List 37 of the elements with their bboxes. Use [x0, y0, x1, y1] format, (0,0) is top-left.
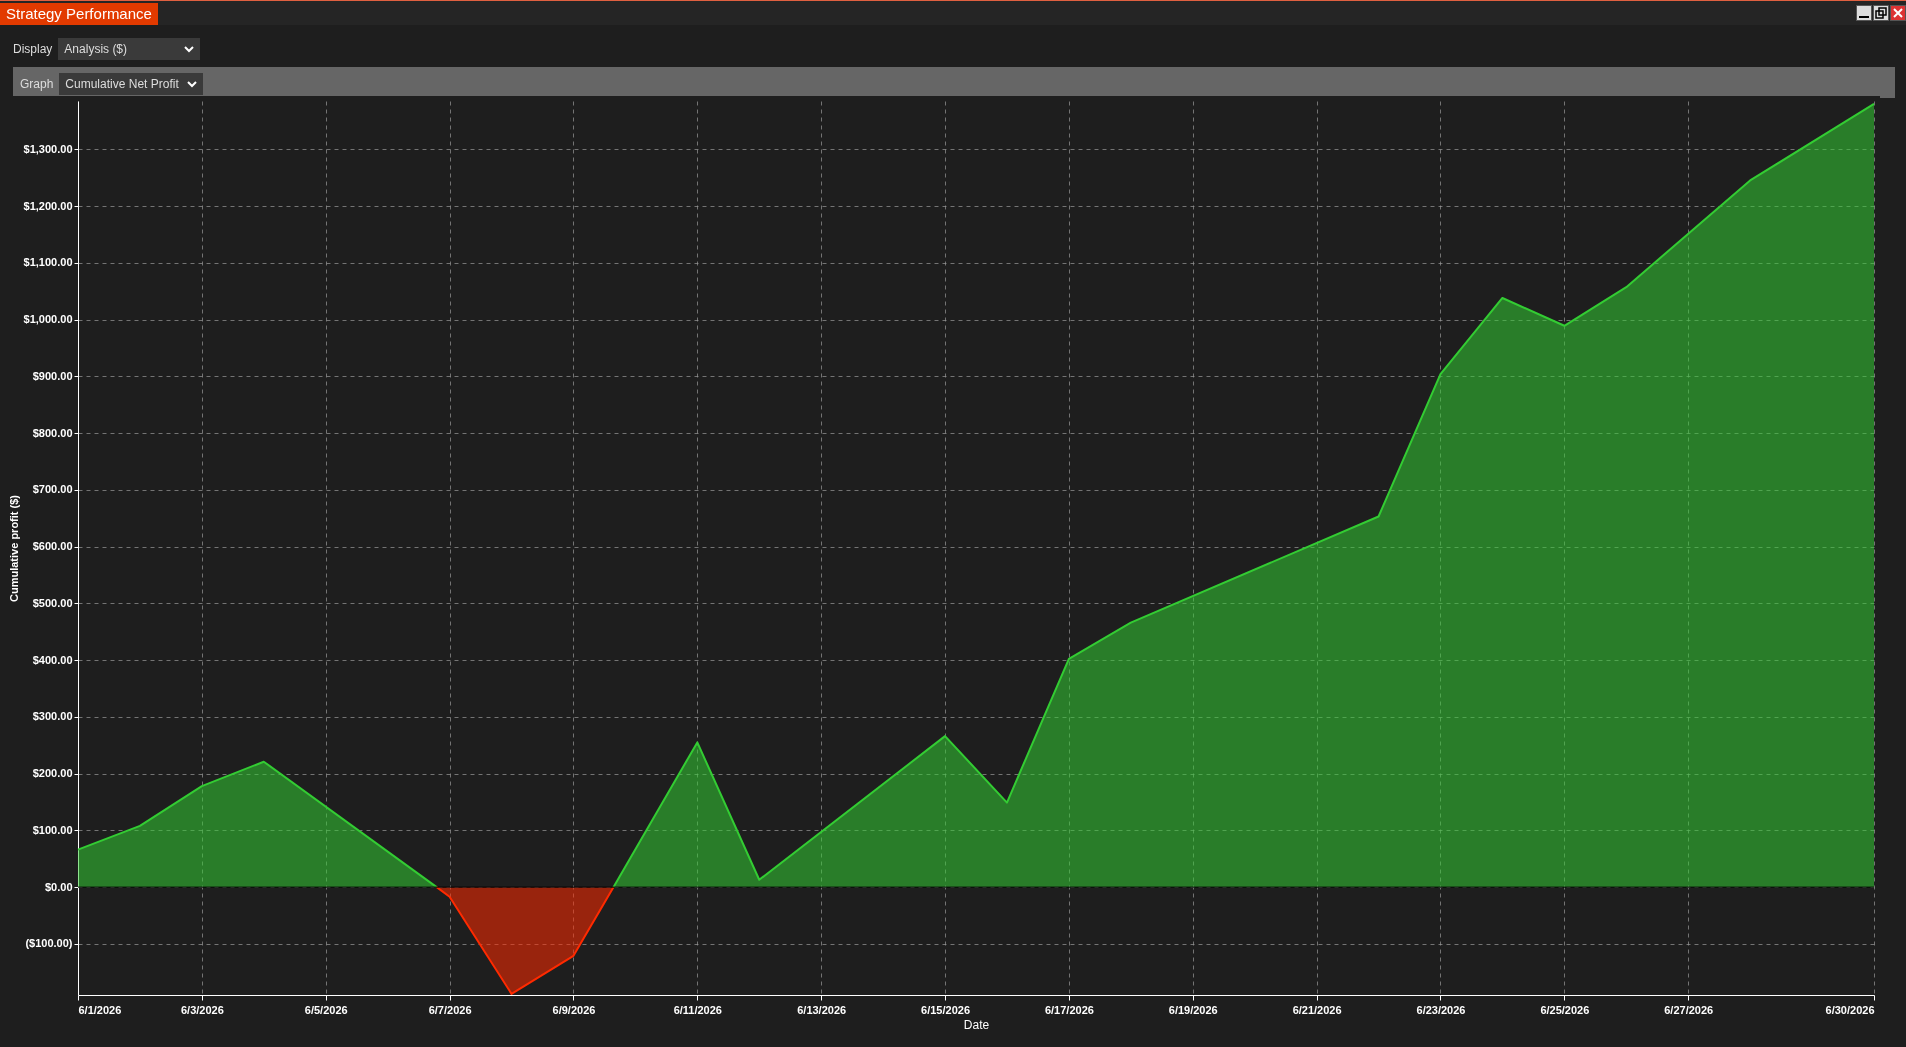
- x-tick-label: 6/17/2026: [1044, 1003, 1094, 1016]
- y-tick-label: $0.00: [44, 880, 73, 893]
- y-tick-label: $1,100.00: [23, 256, 73, 269]
- y-tick-label: $300.00: [32, 710, 73, 723]
- x-tick-label: 6/9/2026: [552, 1003, 596, 1016]
- y-axis-title: Cumulative profit ($): [7, 494, 20, 602]
- y-tick-label: $500.00: [32, 596, 73, 609]
- x-tick-label: 6/19/2026: [1168, 1003, 1218, 1016]
- x-tick-label: 6/21/2026: [1292, 1003, 1342, 1016]
- y-tick-label: $100.00: [32, 823, 73, 836]
- y-tick-label: $1,200.00: [23, 199, 73, 212]
- y-tick-label: $400.00: [32, 653, 73, 666]
- x-tick-label: 6/11/2026: [673, 1003, 722, 1016]
- text: Graph: [20, 77, 54, 91]
- y-tick-label: $200.00: [32, 767, 73, 780]
- y-tick-label: ($100.00): [25, 937, 73, 950]
- y-tick-label: $800.00: [32, 426, 73, 439]
- x-tick-label: 6/15/2026: [921, 1003, 970, 1016]
- x-tick-label: 6/25/2026: [1540, 1003, 1590, 1016]
- x-tick-label: 6/3/2026: [180, 1003, 224, 1016]
- text: Analysis ($): [64, 42, 128, 56]
- x-tick-label: 6/30/2026: [1825, 1003, 1875, 1016]
- y-tick-label: $700.00: [32, 483, 73, 496]
- x-tick-label: 6/27/2026: [1664, 1003, 1714, 1016]
- y-tick-label: $1,300.00: [23, 142, 73, 155]
- text: Display: [13, 42, 53, 56]
- chart-title: Strategy Performance: [0, 3, 158, 25]
- y-tick-label: $1,000.00: [23, 313, 73, 326]
- x-tick-label: 6/13/2026: [797, 1003, 847, 1016]
- x-tick-label: 6/5/2026: [304, 1003, 348, 1016]
- x-axis-title: Date: [963, 1017, 990, 1032]
- x-tick-label: 6/1/2026: [78, 1003, 122, 1016]
- x-tick-label: 6/23/2026: [1416, 1003, 1466, 1016]
- y-tick-label: $900.00: [32, 369, 73, 382]
- text: Cumulative Net Profit: [65, 77, 179, 91]
- y-tick-label: $600.00: [32, 540, 73, 553]
- x-tick-label: 6/7/2026: [428, 1003, 472, 1016]
